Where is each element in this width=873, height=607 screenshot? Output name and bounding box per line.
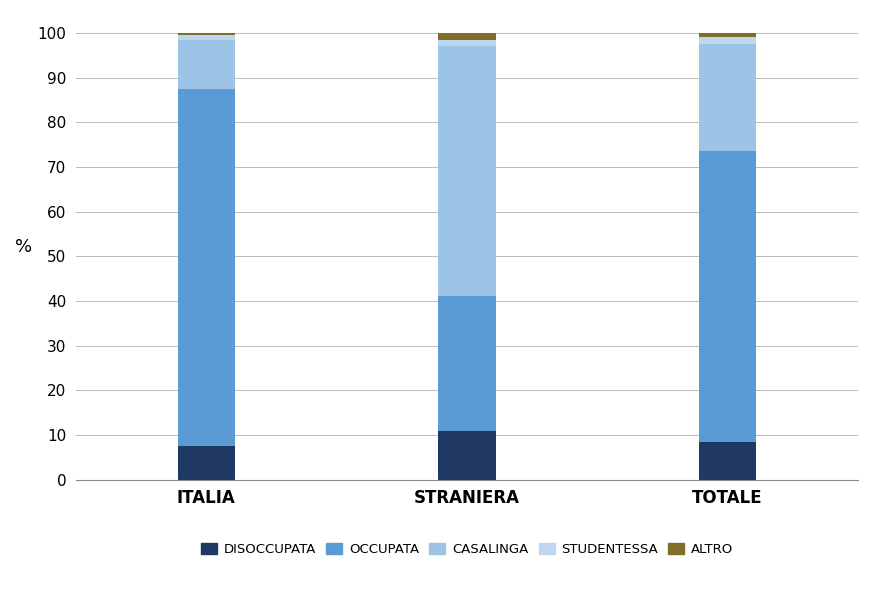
Bar (699, 442, 756, 480)
Bar (699, 33, 756, 38)
Bar (438, 33, 496, 39)
Bar (699, 38, 756, 44)
Bar (699, 151, 756, 442)
Bar (178, 35, 235, 39)
Bar (178, 89, 235, 446)
Bar (438, 296, 496, 430)
Bar (699, 44, 756, 151)
Y-axis label: %: % (15, 239, 32, 256)
Bar (438, 430, 496, 480)
Bar (178, 39, 235, 89)
Bar (178, 446, 235, 480)
Bar (438, 46, 496, 296)
Legend: DISOCCUPATA, OCCUPATA, CASALINGA, STUDENTESSA, ALTRO: DISOCCUPATA, OCCUPATA, CASALINGA, STUDEN… (196, 537, 739, 561)
Bar (438, 39, 496, 46)
Bar (178, 33, 235, 35)
